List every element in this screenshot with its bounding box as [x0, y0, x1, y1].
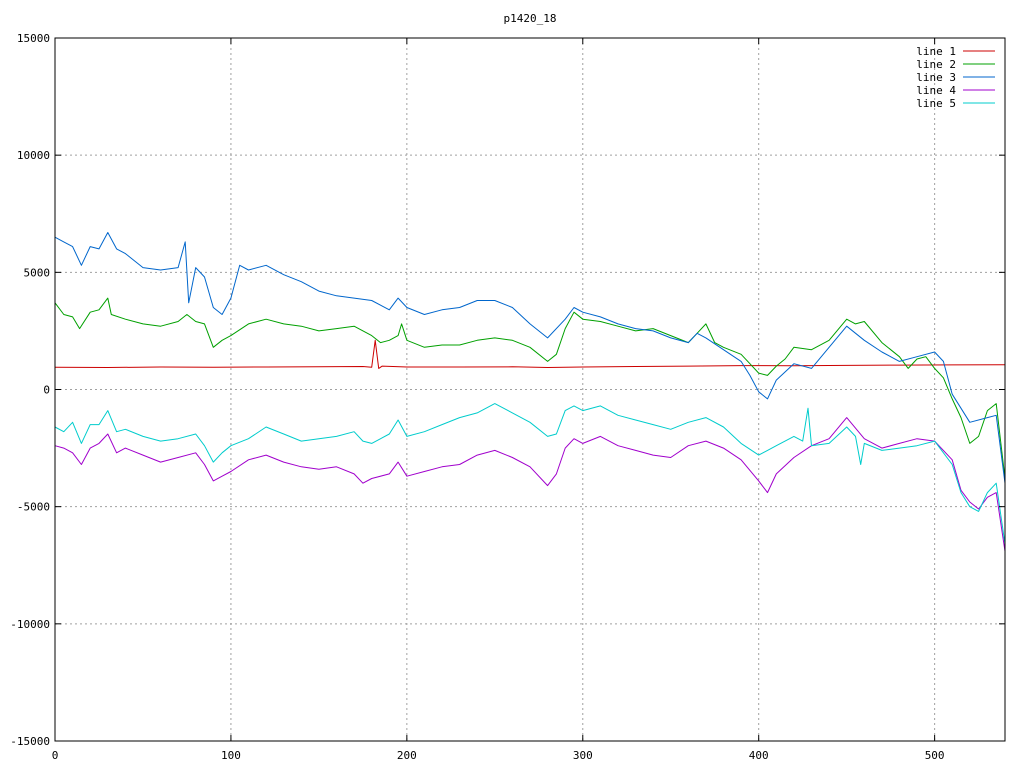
series-line-3 [54, 232, 1006, 484]
series-line-1 [54, 339, 1006, 369]
x-tick-label: 0 [52, 749, 59, 762]
x-tick-label: 200 [397, 749, 417, 762]
axis-ticks: 0 100 200 300 400 500 -15000 -10000 -5000 0 5000 10… [10, 32, 1005, 762]
legend-label-2: line 2 [916, 58, 956, 71]
x-tick-label: 500 [925, 749, 945, 762]
grid-lines [55, 38, 1005, 741]
legend-label-3: line 3 [916, 71, 956, 84]
y-tick-label: -10000 [10, 618, 50, 631]
x-tick-label: 300 [573, 749, 593, 762]
y-tick-label: 5000 [24, 266, 51, 279]
x-tick-label: 400 [749, 749, 769, 762]
y-tick-label: -5000 [17, 501, 50, 514]
y-tick-label: 10000 [17, 149, 50, 162]
legend-label-5: line 5 [916, 97, 956, 110]
series-line-2 [54, 297, 1006, 479]
y-tick-label: 0 [43, 384, 50, 397]
series-lines [54, 232, 1006, 552]
legend-label-4: line 4 [916, 84, 956, 97]
x-tick-label: 100 [221, 749, 241, 762]
y-tick-label: -15000 [10, 735, 50, 748]
series-line-4 [54, 417, 1006, 552]
series-line-5 [54, 403, 1006, 545]
chart-title: p1420_18 [504, 12, 557, 25]
y-tick-label: 15000 [17, 32, 50, 45]
legend-label-1: line 1 [916, 45, 956, 58]
